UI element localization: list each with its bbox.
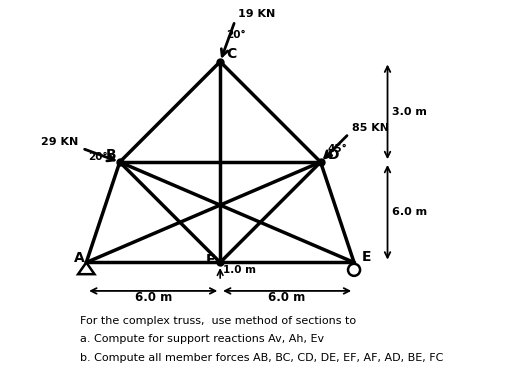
Text: a. Compute for support reactions Av, Ah, Ev: a. Compute for support reactions Av, Ah,…	[80, 335, 323, 344]
Text: 1.0 m: 1.0 m	[223, 265, 256, 275]
Text: B: B	[106, 148, 117, 162]
Text: A: A	[74, 251, 84, 266]
Text: E: E	[361, 250, 371, 264]
Text: 20°: 20°	[226, 30, 246, 40]
Text: 3.0 m: 3.0 m	[391, 107, 426, 117]
Text: b. Compute all member forces AB, BC, CD, DE, EF, AF, AD, BE, FC: b. Compute all member forces AB, BC, CD,…	[80, 353, 443, 363]
Text: 85 KN: 85 KN	[352, 123, 389, 133]
Text: 45°: 45°	[328, 144, 347, 154]
Text: 29 KN: 29 KN	[41, 137, 79, 147]
Text: C: C	[226, 46, 237, 61]
Text: 6.0 m: 6.0 m	[134, 291, 172, 304]
Text: F: F	[206, 253, 216, 267]
Text: 19 KN: 19 KN	[238, 9, 275, 19]
Text: 20°: 20°	[88, 152, 108, 162]
Text: 6.0 m: 6.0 m	[268, 291, 306, 304]
Text: 6.0 m: 6.0 m	[391, 207, 427, 217]
Text: For the complex truss,  use method of sections to: For the complex truss, use method of sec…	[80, 316, 356, 326]
Text: D: D	[328, 148, 339, 162]
